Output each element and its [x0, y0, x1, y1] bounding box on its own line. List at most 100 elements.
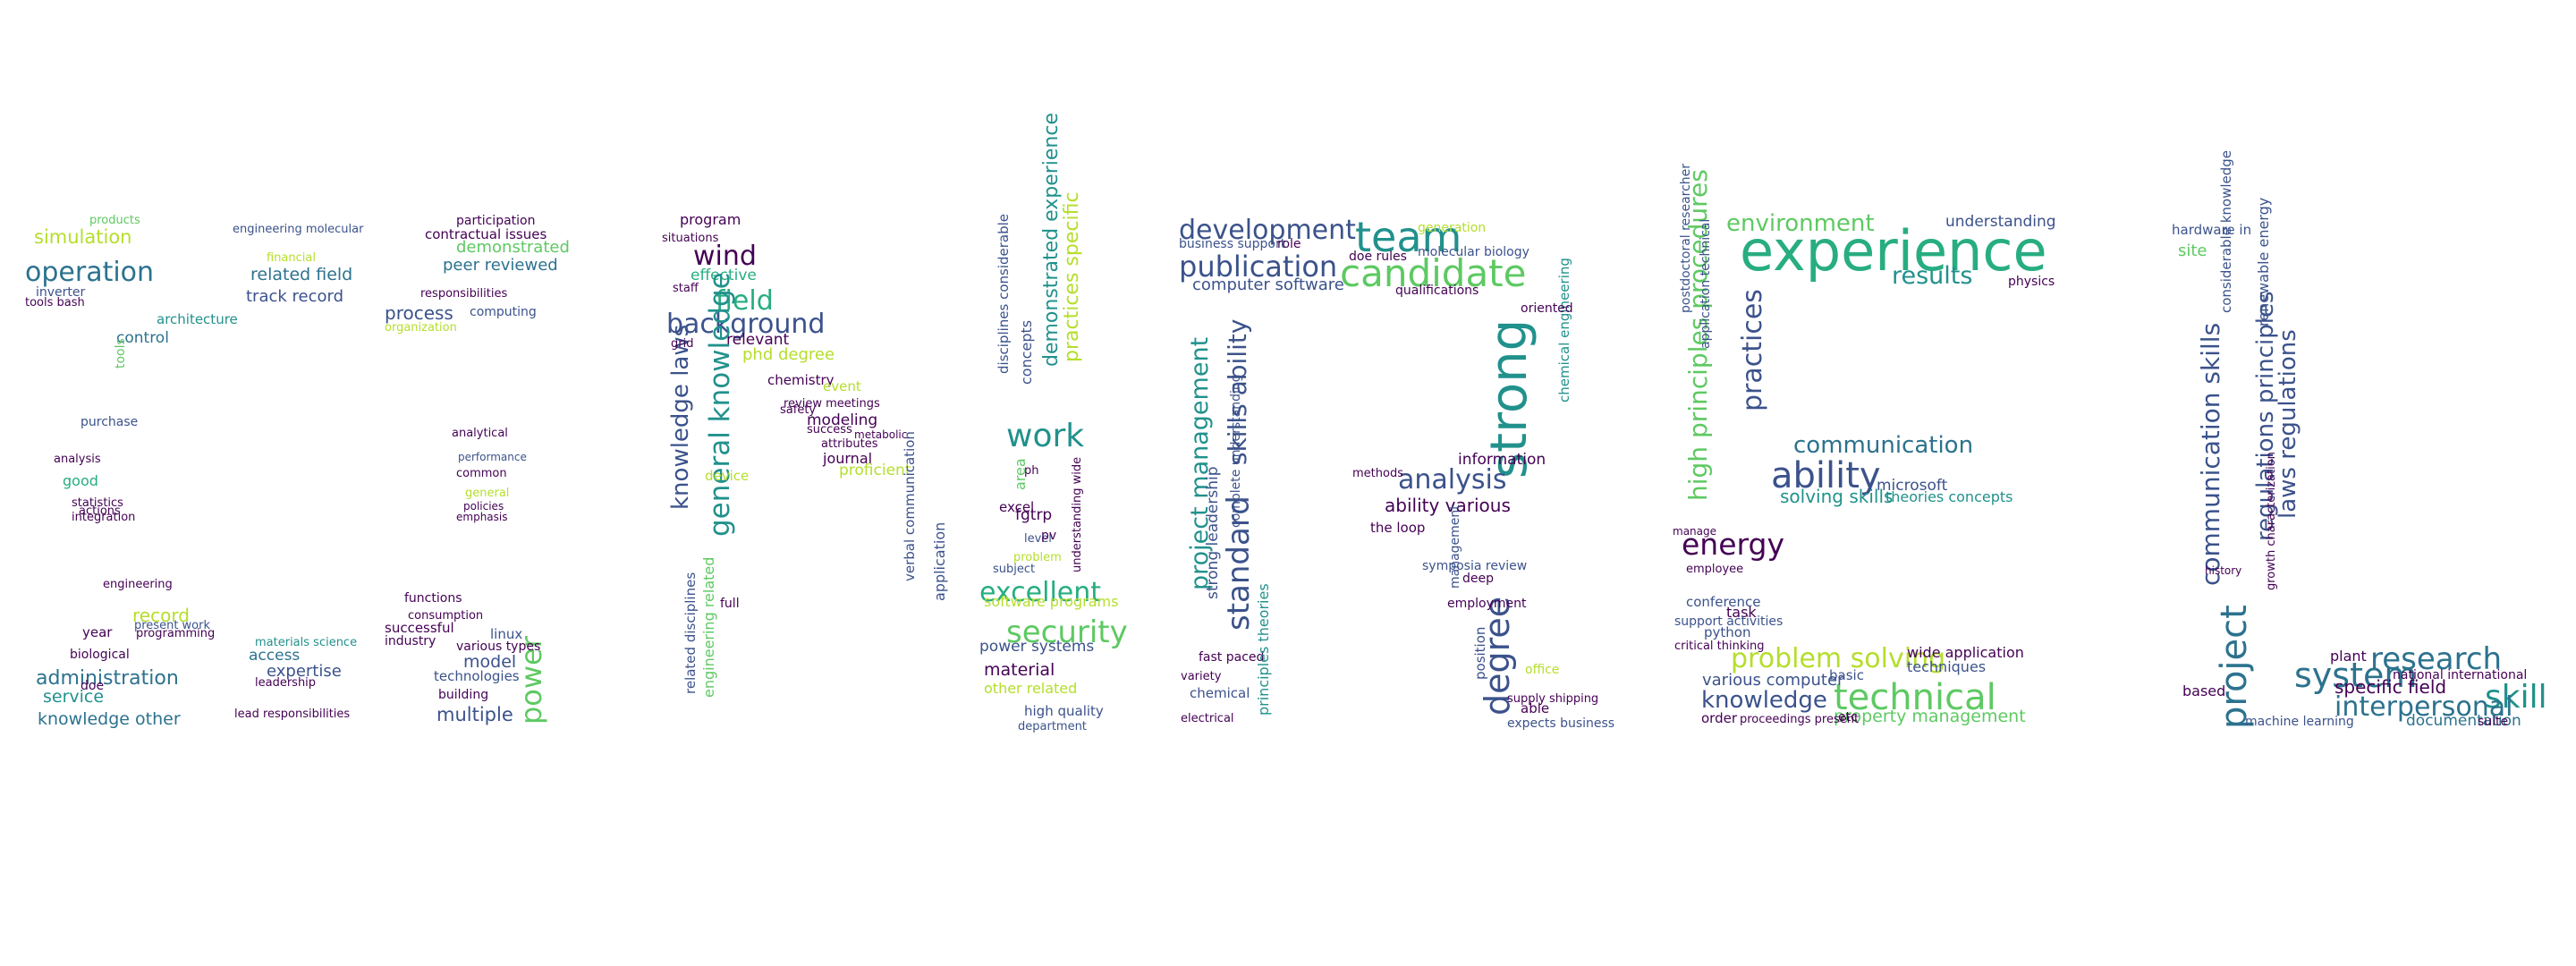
- word-effective: effective: [691, 267, 757, 284]
- word-machine-learning: machine learning: [2245, 715, 2354, 729]
- word-techniques: techniques: [1907, 658, 1987, 675]
- word-application: application: [931, 521, 948, 601]
- word-common: common: [456, 467, 507, 480]
- word-publication: publication: [1179, 250, 1338, 284]
- word-excellent: excellent: [979, 577, 1102, 608]
- word-architecture: architecture: [157, 311, 238, 327]
- word-considerable-knowledge: considerable knowledge: [2218, 149, 2234, 313]
- word-fgtrp: fgtrp: [1015, 506, 1053, 524]
- word-project: project: [2214, 605, 2255, 729]
- word-basic: basic: [1829, 667, 1864, 683]
- word-interpersonal: interpersonal: [2334, 691, 2513, 723]
- word-growth-characterization: growth characterization: [2265, 452, 2278, 590]
- word-full: full: [720, 597, 740, 611]
- word-event: event: [823, 378, 861, 394]
- word-concepts: concepts: [1018, 319, 1035, 385]
- word-industry: industry: [385, 634, 436, 648]
- word-wind: wind: [693, 241, 757, 272]
- word-multiple: multiple: [436, 704, 513, 725]
- word-present-work: present work: [134, 619, 211, 632]
- word-hardware-in: hardware in: [2172, 222, 2252, 238]
- word-program: program: [680, 211, 741, 228]
- word-documentation: documentation: [2406, 712, 2521, 730]
- word-chemical-engineering: chemical engineering: [1556, 258, 1572, 402]
- word-problem-solving: problem solving: [1731, 643, 1946, 674]
- word-experience: experience: [1740, 218, 2047, 284]
- word-statistics: statistics: [72, 496, 123, 510]
- word-control: control: [116, 329, 169, 347]
- word-journal: journal: [823, 450, 873, 467]
- word-communication-skills: communication skills: [2196, 322, 2225, 586]
- word-grid: grid: [671, 337, 694, 351]
- word-material: material: [984, 660, 1055, 680]
- word-integration: integration: [72, 511, 136, 524]
- word-disciplines-considerable: disciplines considerable: [996, 213, 1012, 374]
- word-technologies: technologies: [434, 668, 520, 684]
- word-application-technical: application technical: [1699, 218, 1713, 349]
- word-etc: etc: [1838, 710, 1858, 724]
- word-contractual-issues: contractual issues: [425, 226, 547, 242]
- word-general-knowledge: general knowledge: [704, 272, 736, 537]
- word-generation: generation: [1418, 221, 1487, 235]
- word-year: year: [82, 624, 113, 640]
- word-energy: energy: [1682, 527, 1784, 562]
- word-manage: manage: [1673, 525, 1717, 538]
- word-functions: functions: [404, 591, 462, 606]
- word-general: general: [465, 487, 510, 500]
- word-electrical: electrical: [1181, 712, 1234, 725]
- word-financial: financial: [267, 251, 316, 265]
- word-environment: environment: [1726, 210, 1875, 237]
- word-related-disciplines: related disciplines: [682, 572, 699, 694]
- word-operation: operation: [25, 257, 155, 288]
- word-tools-bash: tools bash: [25, 296, 85, 309]
- word-simulation: simulation: [34, 226, 132, 248]
- word-device: device: [705, 468, 750, 484]
- word-system: system: [2294, 656, 2418, 695]
- word-candidate: candidate: [1340, 251, 1527, 295]
- word-security: security: [1006, 614, 1128, 650]
- word-analysis: analysis: [1398, 464, 1507, 496]
- word-situations: situations: [662, 232, 719, 245]
- word-research: research: [2370, 641, 2503, 677]
- word-ability-various: ability various: [1385, 495, 1511, 516]
- word-organization: organization: [385, 321, 457, 335]
- word-successful: successful: [385, 620, 454, 636]
- word-model: model: [463, 652, 517, 672]
- word-physics: physics: [2008, 275, 2055, 289]
- word-task: task: [1726, 604, 1757, 621]
- word-solving-skills: solving skills: [1780, 486, 1894, 507]
- word-employee: employee: [1686, 563, 1744, 576]
- word-understanding: understanding: [1945, 213, 2056, 231]
- word-background: background: [666, 309, 826, 340]
- word-responsibilities: responsibilities: [420, 287, 508, 301]
- word-the-loop: the loop: [1370, 520, 1426, 536]
- word-tools: tools: [114, 338, 128, 369]
- word-products: products: [89, 214, 140, 227]
- word-record: record: [132, 605, 190, 626]
- word-qualifications: qualifications: [1395, 284, 1479, 298]
- word-power-systems: power systems: [979, 638, 1095, 656]
- word-attributes: attributes: [821, 437, 878, 451]
- word-metabolic: metabolic: [854, 428, 908, 441]
- word-consumption: consumption: [408, 609, 484, 623]
- word-position: position: [1472, 626, 1488, 680]
- word-safety: safety: [780, 403, 817, 417]
- word-administration: administration: [36, 667, 179, 690]
- word-team: team: [1355, 213, 1462, 261]
- word-analytical: analytical: [452, 427, 508, 440]
- word-high-quality: high quality: [1024, 703, 1104, 719]
- word-subject: subject: [993, 563, 1036, 576]
- word-management: management: [1448, 504, 1462, 589]
- word-support-activities: support activities: [1674, 614, 1784, 629]
- word-oriented: oriented: [1521, 301, 1573, 316]
- word-staff: staff: [673, 282, 699, 295]
- word-proceedings-present: proceedings present: [1740, 713, 1860, 726]
- word-track-record: track record: [246, 287, 344, 306]
- word-postdoctoral-researcher: postdoctoral researcher: [1679, 163, 1693, 313]
- word-business-support: business support: [1179, 237, 1286, 251]
- word-based: based: [2182, 682, 2226, 699]
- word-ability: ability: [1771, 455, 1881, 496]
- word-results: results: [1892, 262, 1973, 290]
- word-renewable-energy: renewable energy: [2255, 197, 2272, 326]
- word-performance: performance: [458, 451, 527, 463]
